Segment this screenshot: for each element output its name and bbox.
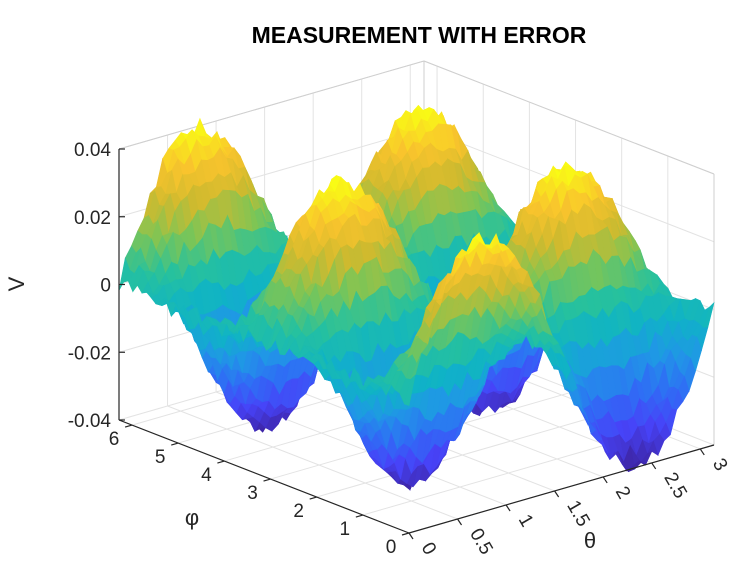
axes-lines [118,148,715,540]
phi-tick-mark [355,514,364,518]
theta-tick-mark [554,490,560,498]
theta-tick-mark [408,532,414,540]
grid-line [316,408,622,498]
phi-tick-mark [401,532,410,536]
theta-tick-label: 0 [417,539,440,559]
phi-tick-label: 2 [293,501,304,522]
theta-tick-label: 2 [611,483,634,503]
box-edge [423,60,715,175]
theta-tick-label: 1 [514,511,537,531]
phi-tick-mark [171,442,179,446]
theta-axis-line [408,444,715,534]
phi-tick-label: 0 [386,537,397,558]
theta-tick-labels: 0 0.5 1 1.5 2 2.5 3 [417,455,732,559]
z-tick-label: -0.04 [68,411,112,432]
phi-tick-labels: 0 1 2 3 4 5 6 [109,429,397,558]
z-tick-label: 0 [100,276,111,297]
phi-tick-label: 1 [340,519,351,540]
theta-axis-label: θ [584,528,596,553]
theta-tick-mark [651,462,657,470]
z-tick-label: -0.02 [68,343,111,364]
phi-tick-label: 4 [201,465,212,486]
chart-title: MEASUREMENT WITH ERROR [252,22,587,48]
theta-tick-mark [457,518,463,526]
phi-tick-mark [309,496,317,500]
theta-tick-label: 3 [708,455,731,475]
theta-tick-label: 1.5 [562,497,593,530]
phi-tick-label: 3 [247,483,258,504]
phi-axis-line [118,419,410,534]
phi-tick-label: 6 [109,429,120,450]
phi-axis-label: φ [185,505,199,530]
phi-tick-mark [217,460,225,464]
z-tick-labels: -0.04 -0.02 0 0.02 0.04 [68,140,112,432]
z-axis-label: V [4,276,29,291]
surface-mesh [118,105,715,491]
box-edge [118,60,425,150]
theta-tick-label: 0.5 [465,525,496,558]
theta-tick-mark [699,448,705,456]
phi-tick-mark [263,478,271,482]
theta-tick-mark [602,476,608,484]
surface-facet [404,374,416,407]
phi-tick-label: 5 [155,447,166,468]
theta-tick-mark [505,504,511,512]
phi-tick-mark [124,424,133,428]
z-tick-label: 0.04 [74,140,111,161]
z-tick-label: 0.02 [74,208,111,229]
grid-line [167,405,458,520]
theta-tick-label: 2.5 [659,469,690,502]
